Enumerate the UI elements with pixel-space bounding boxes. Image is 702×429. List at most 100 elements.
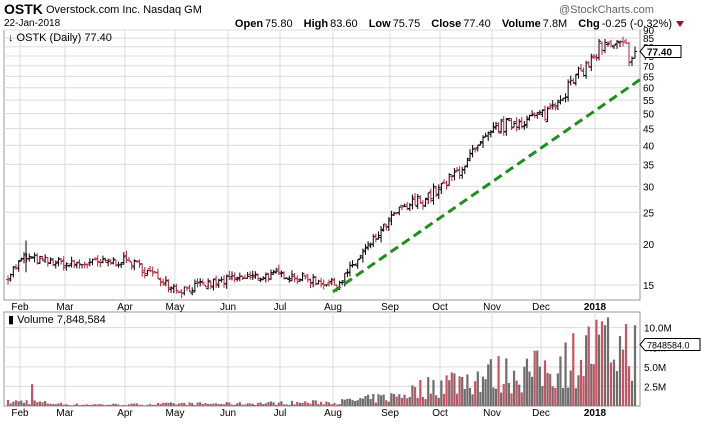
volume-bar: [585, 335, 588, 406]
x-tick-label: Jul: [274, 302, 287, 313]
volume-bar: [112, 403, 115, 406]
volume-bar: [546, 372, 549, 406]
volume-bar: [606, 317, 610, 406]
price-bar: [271, 269, 276, 275]
price-bar: [137, 259, 142, 268]
price-bar: [276, 264, 281, 276]
volume-bar: [104, 404, 107, 406]
last-price-label: 77.40: [647, 47, 672, 58]
price-bar: [64, 262, 69, 271]
volume-bar: [275, 404, 278, 406]
price-bar: [504, 117, 509, 136]
low-value: 75.75: [392, 18, 421, 30]
volume-bar: [156, 402, 160, 406]
volume-bar: [359, 398, 362, 406]
price-bar: [447, 173, 452, 186]
volume-bar: [133, 403, 136, 406]
volume-bar: [28, 404, 31, 406]
x-tick-label: Nov: [483, 302, 501, 313]
x-tick-label: Feb: [11, 302, 29, 313]
volume-bar: [109, 404, 112, 406]
volume-bar: [630, 380, 634, 406]
volume-bar: [395, 396, 398, 406]
price-bar: [329, 277, 334, 286]
price-bar: [439, 183, 444, 195]
volume-bar: [312, 400, 315, 406]
volume-bar: [541, 385, 544, 406]
volume-bar: [86, 404, 89, 406]
volume-bar: [461, 376, 464, 406]
volume-bar: [62, 404, 65, 406]
price-bar: [190, 287, 195, 296]
volume-bar: [325, 401, 328, 406]
volume-bar: [304, 401, 307, 406]
volume-bar: [523, 366, 526, 406]
price-bar: [353, 263, 358, 266]
volume-bar: [543, 360, 547, 406]
volume-bar: [49, 403, 52, 406]
volume-bar: [379, 395, 383, 406]
price-bar: [140, 262, 145, 277]
volume-bar: [458, 376, 461, 406]
volume-bar: [46, 403, 49, 406]
price-bar: [129, 261, 134, 270]
volume-bar: [466, 374, 469, 406]
price-bar: [142, 267, 147, 279]
volume-bar: [387, 401, 390, 406]
volume-bar: [445, 375, 448, 406]
volume-bar: [492, 387, 495, 406]
volume-bar: [251, 403, 254, 406]
volume-bar: [510, 393, 513, 406]
volume-bar: [114, 403, 118, 406]
price-bar: [61, 256, 66, 271]
volume-bar: [551, 386, 554, 406]
volume-bar: [361, 398, 365, 406]
volume-bar: [374, 402, 377, 406]
volume-bar: [188, 402, 191, 406]
price-bar: [297, 278, 302, 283]
volume-bar: [515, 380, 518, 406]
price-bar: [235, 276, 240, 282]
price-bar: [279, 270, 284, 278]
price-bar: [494, 121, 498, 130]
volume-bar: [193, 405, 196, 406]
volume-bar: [432, 380, 435, 406]
open-value: 75.80: [265, 18, 293, 30]
price-bar: [195, 278, 200, 288]
volume-bar: [57, 403, 60, 406]
volume-bar: [75, 403, 78, 406]
price-bar: [127, 257, 131, 262]
volume-bar: [20, 400, 23, 406]
volume-bar: [204, 402, 207, 406]
volume-x-tick-label: Dec: [532, 408, 550, 419]
volume-bar: [411, 385, 414, 406]
volume-bar: [256, 403, 260, 406]
price-bar: [597, 38, 601, 61]
volume-bar: [419, 379, 422, 406]
price-bar: [488, 130, 493, 138]
volume-bar: [272, 402, 275, 406]
volume-bar: [120, 405, 123, 406]
trend-line: [332, 78, 641, 294]
down-triangle-icon: [676, 21, 684, 27]
price-bar: [258, 277, 263, 283]
price-bar: [48, 257, 53, 264]
price-tick-label: 85: [643, 34, 655, 45]
price-bar: [121, 252, 126, 265]
price-bar: [324, 284, 329, 287]
volume-bar: [564, 342, 567, 406]
volume-bar: [141, 404, 144, 406]
volume-bar: [489, 359, 492, 406]
price-bar: [413, 192, 418, 206]
price-bar: [468, 149, 472, 162]
price-bar: [111, 257, 116, 265]
price-bar: [269, 269, 273, 280]
price-bar: [506, 118, 511, 122]
price-bar: [399, 204, 404, 211]
volume-bar: [435, 395, 438, 406]
volume-bar: [390, 393, 393, 406]
volume-bar: [615, 371, 619, 406]
volume-bar: [135, 403, 138, 406]
volume-bar: [201, 403, 204, 406]
